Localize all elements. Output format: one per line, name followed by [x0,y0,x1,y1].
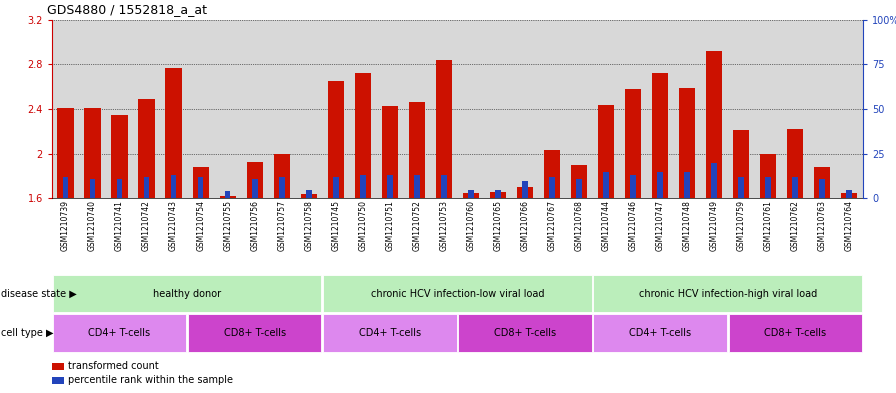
Bar [220,196,236,198]
Bar [193,167,209,198]
Bar [139,99,155,198]
Bar [84,108,100,198]
Bar [711,163,717,198]
Bar [630,175,636,198]
Bar [603,172,609,198]
Bar [652,73,668,198]
Bar [571,165,587,198]
Bar [490,192,506,198]
Bar [765,177,771,198]
Bar [841,193,857,198]
Bar [166,68,182,198]
Bar [463,193,479,198]
Bar [355,73,371,198]
Bar [198,177,203,198]
Bar [63,177,68,198]
Bar [598,105,614,198]
Bar [382,106,398,198]
Bar [441,175,447,198]
Text: CD4+ T-cells: CD4+ T-cells [629,328,691,338]
Text: healthy donor: healthy donor [153,289,221,299]
Text: disease state ▶: disease state ▶ [1,289,77,299]
Bar [814,167,831,198]
Bar [658,172,663,198]
Bar [333,177,339,198]
Text: GDS4880 / 1552818_a_at: GDS4880 / 1552818_a_at [47,3,208,16]
Bar [576,179,582,198]
Bar [143,177,150,198]
Bar [116,179,123,198]
Bar [517,187,533,198]
Text: CD8+ T-cells: CD8+ T-cells [224,328,286,338]
Bar [679,88,695,198]
Bar [549,177,555,198]
Bar [225,191,230,198]
Text: transformed count: transformed count [68,361,159,371]
Text: chronic HCV infection-high viral load: chronic HCV infection-high viral load [639,289,817,299]
Bar [171,175,177,198]
Bar [792,177,798,198]
Bar [788,129,804,198]
Bar [468,189,474,198]
Text: CD4+ T-cells: CD4+ T-cells [89,328,151,338]
Bar [414,175,419,198]
Text: CD4+ T-cells: CD4+ T-cells [358,328,421,338]
Bar [522,180,528,198]
Bar [111,115,127,198]
Bar [760,154,776,198]
Text: percentile rank within the sample: percentile rank within the sample [68,375,233,385]
Bar [544,151,560,198]
Bar [847,189,852,198]
Bar [57,108,73,198]
Bar [435,60,452,198]
Text: CD8+ T-cells: CD8+ T-cells [494,328,556,338]
Bar [625,89,642,198]
Bar [273,154,289,198]
Bar [252,179,257,198]
Bar [360,175,366,198]
Bar [685,172,690,198]
Bar [409,102,425,198]
Bar [328,81,344,198]
Bar [246,162,263,198]
Bar [306,189,312,198]
Bar [820,179,825,198]
Bar [387,175,392,198]
Bar [279,177,285,198]
Bar [90,179,95,198]
Bar [738,177,744,198]
Text: CD8+ T-cells: CD8+ T-cells [764,328,826,338]
Bar [706,51,722,198]
Text: chronic HCV infection-low viral load: chronic HCV infection-low viral load [371,289,544,299]
Bar [495,189,501,198]
Bar [301,194,317,198]
Bar [733,130,749,198]
Text: cell type ▶: cell type ▶ [1,328,54,338]
